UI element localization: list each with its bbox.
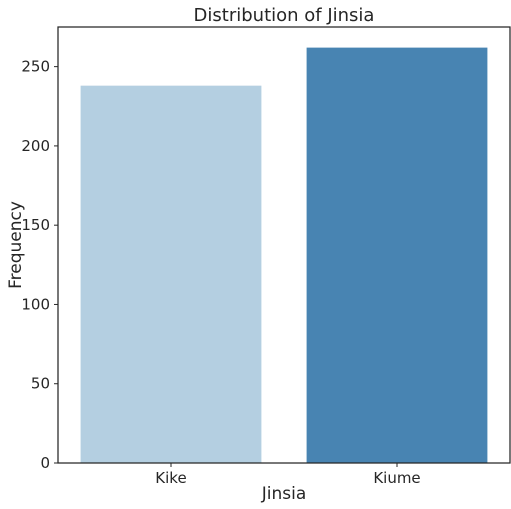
y-axis: 0 50 100 150 200 250 (21, 58, 58, 472)
y-tick-label: 200 (21, 137, 50, 155)
y-tick-label: 0 (40, 454, 50, 472)
x-axis: Kike Kiume (155, 463, 421, 487)
bar-kike (80, 85, 262, 464)
chart-title: Distribution of Jinsia (194, 5, 375, 26)
y-axis-label: Frequency (6, 201, 26, 289)
bar-kiume (306, 47, 488, 464)
x-axis-label: Jinsia (261, 484, 307, 504)
x-tick-label: Kiume (373, 469, 420, 487)
plot-area (80, 47, 488, 464)
y-tick-label: 100 (21, 295, 50, 313)
plot-frame (57, 26, 511, 464)
y-tick-label: 250 (21, 58, 50, 76)
y-tick-label: 50 (31, 375, 50, 393)
x-tick-label: Kike (155, 469, 186, 487)
y-tick-label: 150 (21, 216, 50, 234)
